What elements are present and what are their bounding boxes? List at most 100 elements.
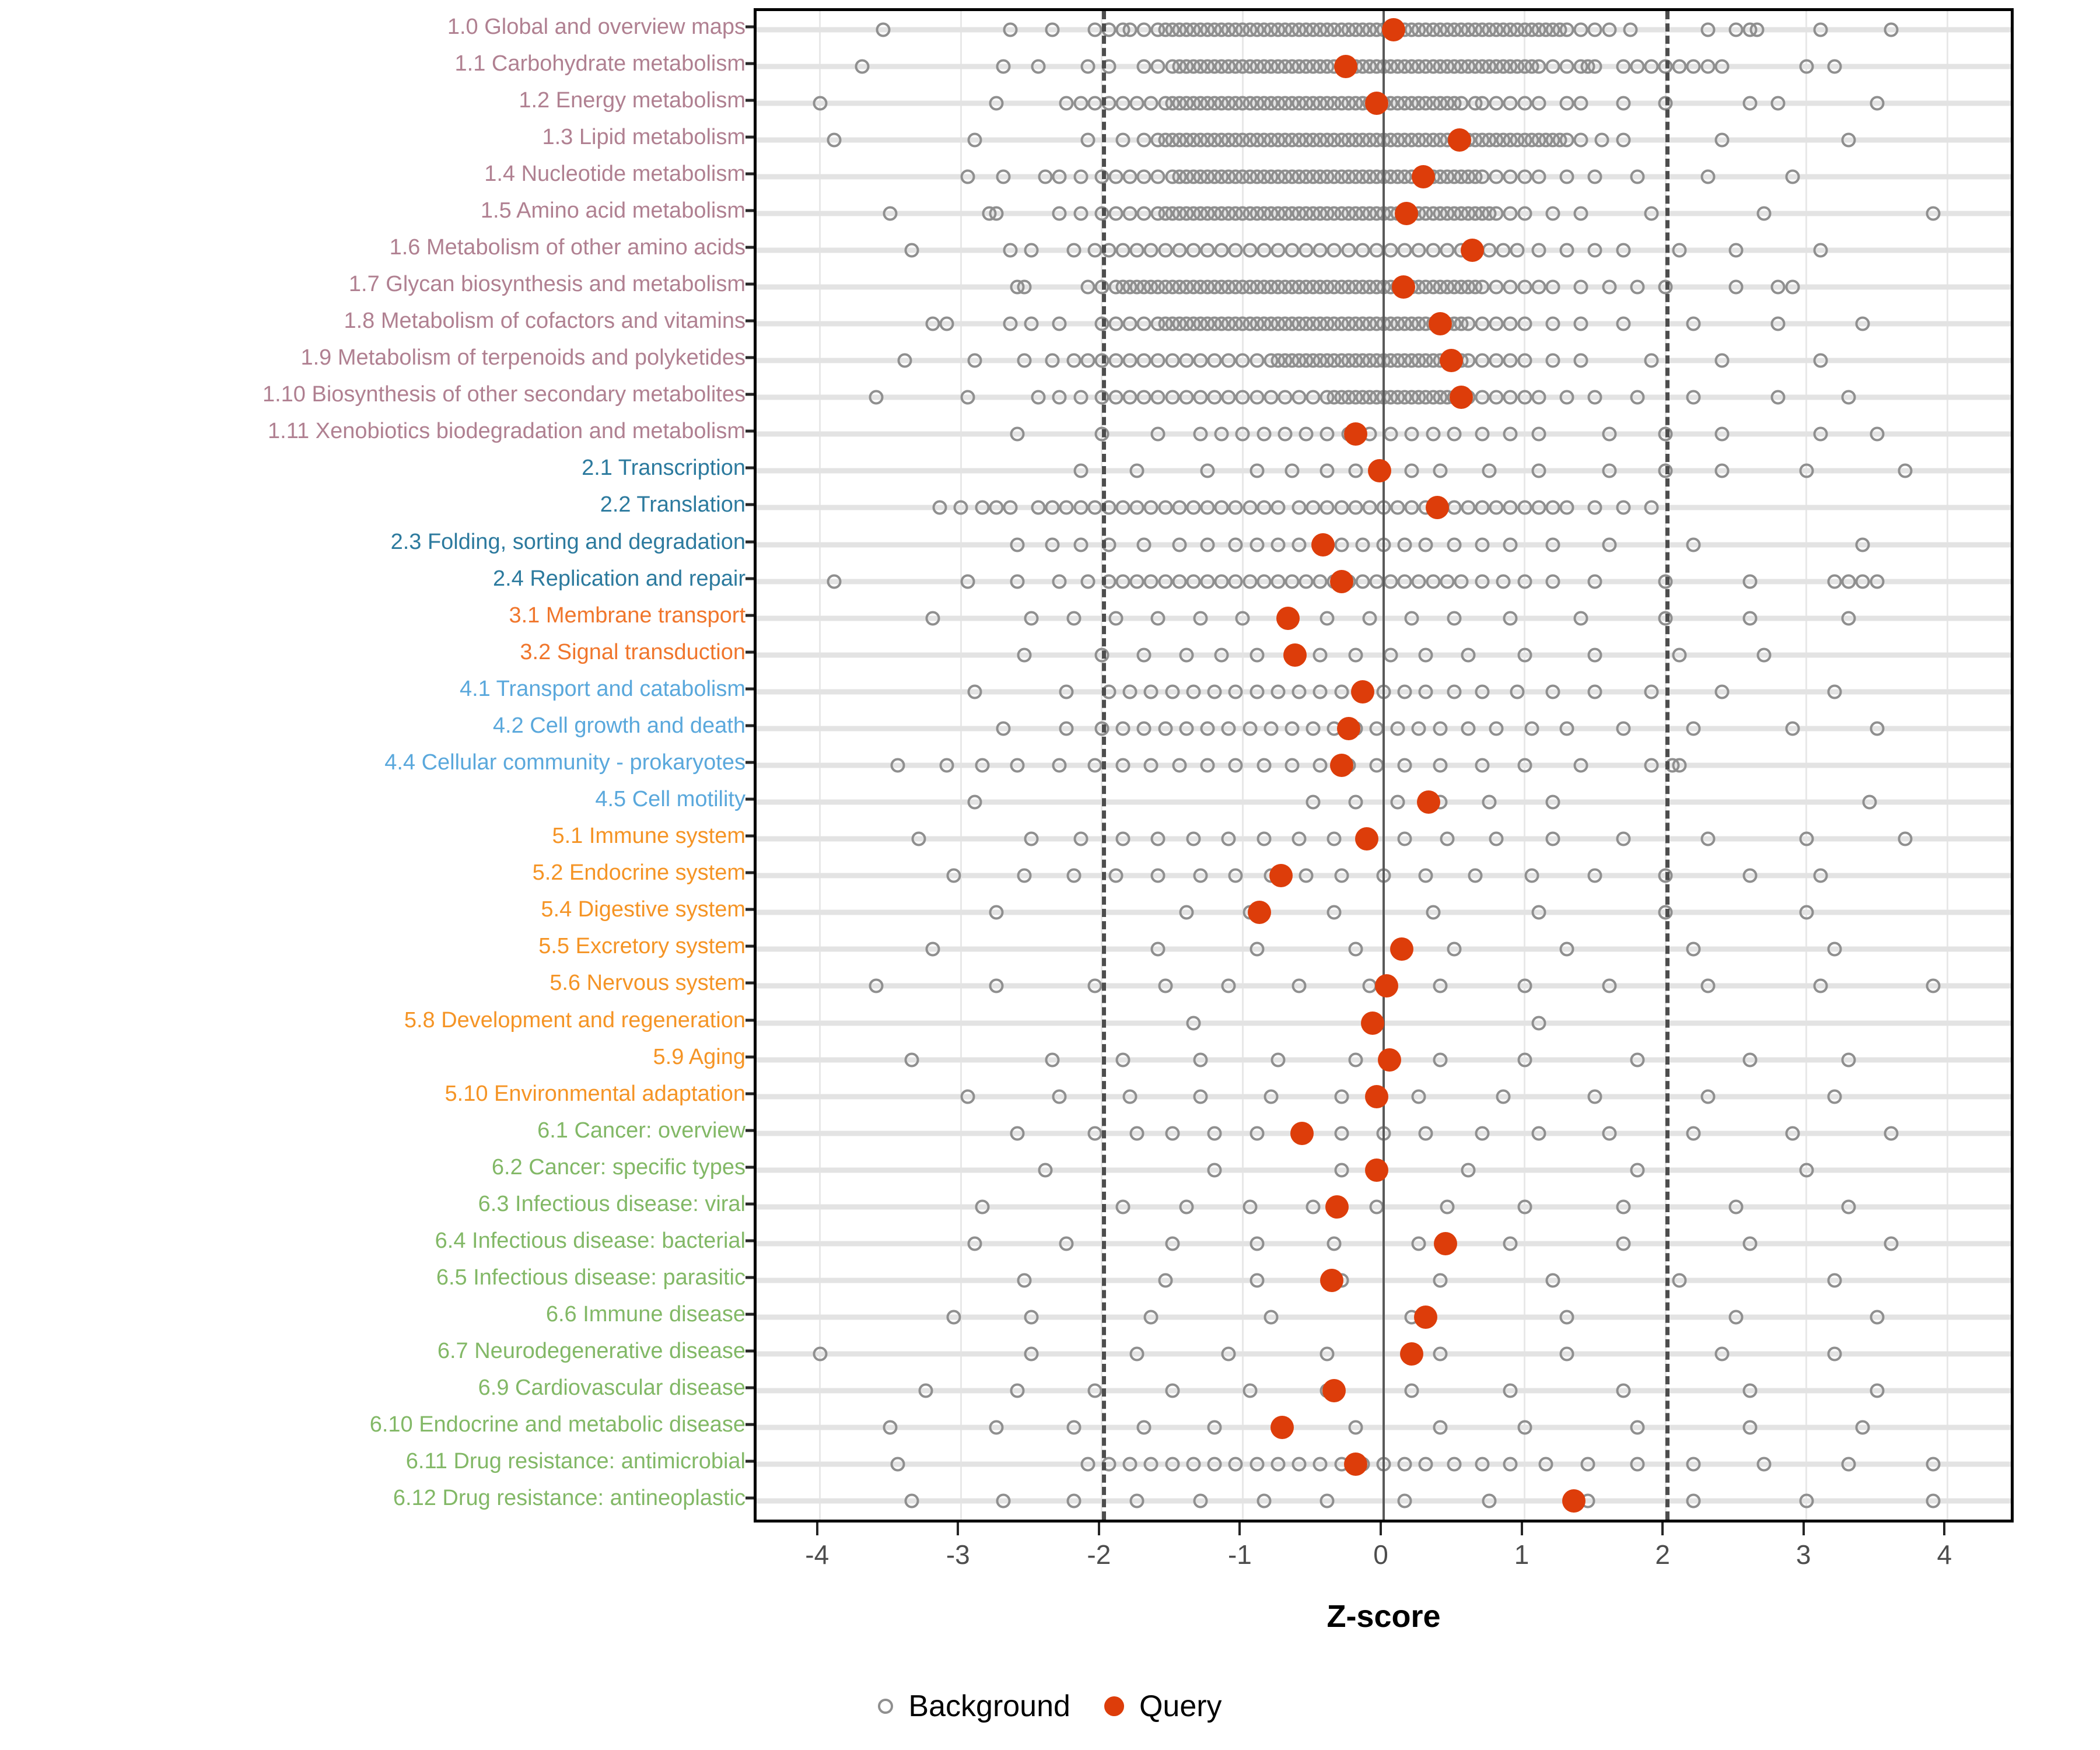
query-point[interactable] <box>1374 974 1398 998</box>
background-point <box>1136 169 1152 184</box>
background-point <box>1447 500 1462 515</box>
query-point[interactable] <box>1343 422 1367 446</box>
y-axis-tick <box>746 282 754 286</box>
y-axis-tick <box>746 1129 754 1132</box>
background-point <box>1461 721 1476 736</box>
background-point <box>1799 463 1814 478</box>
query-point[interactable] <box>1311 533 1335 556</box>
y-axis-tick <box>746 1386 754 1390</box>
background-point <box>1489 316 1504 331</box>
background-point <box>1242 500 1257 515</box>
query-point[interactable] <box>1400 1342 1424 1366</box>
y-axis-label: 5.8 Development and regeneration <box>404 1007 746 1032</box>
legend-item-query[interactable]: Query <box>1104 1689 1222 1724</box>
query-point[interactable] <box>1276 606 1300 630</box>
background-point <box>1531 1126 1546 1141</box>
background-point <box>1602 279 1617 295</box>
background-point <box>1841 611 1856 626</box>
background-point <box>1559 96 1574 111</box>
y-axis-label: 1.3 Lipid metabolism <box>542 124 746 149</box>
query-point[interactable] <box>1364 1158 1388 1182</box>
query-point[interactable] <box>1336 716 1360 740</box>
query-point[interactable] <box>1364 91 1388 115</box>
y-axis-label: 1.7 Glycan biosynthesis and metabolism <box>348 272 746 297</box>
background-point <box>1341 243 1356 258</box>
x-axis-tick <box>816 1522 818 1535</box>
background-point <box>1334 500 1349 515</box>
background-point <box>1545 537 1560 552</box>
y-axis-label: 1.10 Biosynthesis of other secondary met… <box>262 382 746 407</box>
query-point[interactable] <box>1377 1048 1401 1072</box>
background-point <box>1172 500 1187 515</box>
background-point <box>1799 831 1814 846</box>
background-point <box>1242 1383 1257 1398</box>
background-point <box>1250 537 1265 552</box>
query-point[interactable] <box>1360 1011 1384 1035</box>
query-point[interactable] <box>1350 680 1374 704</box>
query-point[interactable] <box>1367 459 1391 483</box>
query-point[interactable] <box>1283 643 1307 667</box>
open-circle-icon <box>878 1699 894 1714</box>
query-point[interactable] <box>1414 1306 1438 1329</box>
query-point[interactable] <box>1329 754 1353 777</box>
background-point <box>1630 169 1645 184</box>
query-point[interactable] <box>1269 864 1293 888</box>
x-axis-tick-label: -1 <box>1227 1539 1252 1570</box>
background-point <box>1447 426 1462 442</box>
background-point <box>967 1236 982 1251</box>
background-point <box>1728 1199 1744 1214</box>
query-point[interactable] <box>1320 1269 1343 1293</box>
legend-item-background[interactable]: Background <box>878 1689 1070 1724</box>
query-point[interactable] <box>1449 386 1473 410</box>
background-point <box>1158 243 1173 258</box>
query-point[interactable] <box>1334 54 1357 78</box>
background-point <box>1433 1346 1448 1362</box>
query-point[interactable] <box>1394 201 1418 225</box>
query-point[interactable] <box>1329 569 1353 593</box>
background-point <box>1898 831 1913 846</box>
query-point[interactable] <box>1417 790 1441 814</box>
y-axis-label: 5.9 Aging <box>653 1044 746 1069</box>
background-point <box>1242 243 1257 258</box>
query-point[interactable] <box>1381 18 1405 41</box>
background-point <box>1503 316 1518 331</box>
background-point <box>1616 96 1631 111</box>
background-point <box>1475 390 1490 405</box>
query-point[interactable] <box>1355 827 1378 851</box>
query-point[interactable] <box>1290 1121 1314 1145</box>
query-point[interactable] <box>1461 238 1485 262</box>
background-point <box>1250 1126 1265 1141</box>
background-point <box>967 794 982 810</box>
background-point <box>1433 758 1448 773</box>
background-point <box>1059 500 1074 515</box>
background-point <box>1150 390 1166 405</box>
background-point <box>1728 22 1744 37</box>
query-point[interactable] <box>1248 901 1272 925</box>
background-point <box>1136 390 1152 405</box>
query-point[interactable] <box>1364 1084 1388 1108</box>
background-point <box>1545 59 1560 74</box>
query-point[interactable] <box>1270 1416 1294 1440</box>
query-point[interactable] <box>1322 1379 1346 1403</box>
query-point[interactable] <box>1425 496 1449 520</box>
query-point[interactable] <box>1391 275 1415 299</box>
query-point[interactable] <box>1439 349 1463 373</box>
query-point[interactable] <box>1390 937 1414 961</box>
query-point[interactable] <box>1411 164 1435 188</box>
query-point[interactable] <box>1448 128 1472 152</box>
background-point <box>1334 868 1349 883</box>
x-axis-tick <box>1097 1522 1100 1535</box>
query-point[interactable] <box>1325 1195 1349 1219</box>
background-point <box>1517 1420 1532 1435</box>
query-point[interactable] <box>1343 1452 1367 1476</box>
background-point <box>1250 463 1265 478</box>
query-point[interactable] <box>1434 1231 1458 1255</box>
background-point <box>1136 353 1152 368</box>
background-point <box>1059 721 1074 736</box>
background-point <box>1411 243 1426 258</box>
query-point[interactable] <box>1562 1489 1586 1513</box>
query-point[interactable] <box>1428 312 1452 336</box>
background-point <box>890 1457 905 1472</box>
background-point <box>1587 59 1602 74</box>
background-point <box>1517 758 1532 773</box>
